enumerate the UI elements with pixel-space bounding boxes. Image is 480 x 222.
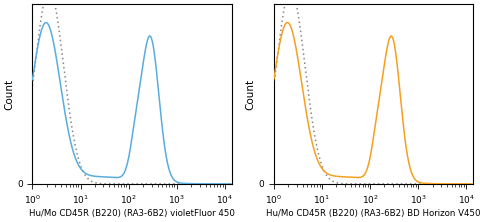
X-axis label: Hu/Mo CD45R (B220) (RA3-6B2) violetFluor 450: Hu/Mo CD45R (B220) (RA3-6B2) violetFluor… bbox=[29, 209, 235, 218]
Y-axis label: Count: Count bbox=[246, 79, 255, 110]
Y-axis label: Count: Count bbox=[4, 79, 14, 110]
X-axis label: Hu/Mo CD45R (B220) (RA3-6B2) BD Horizon V450: Hu/Mo CD45R (B220) (RA3-6B2) BD Horizon … bbox=[266, 209, 480, 218]
